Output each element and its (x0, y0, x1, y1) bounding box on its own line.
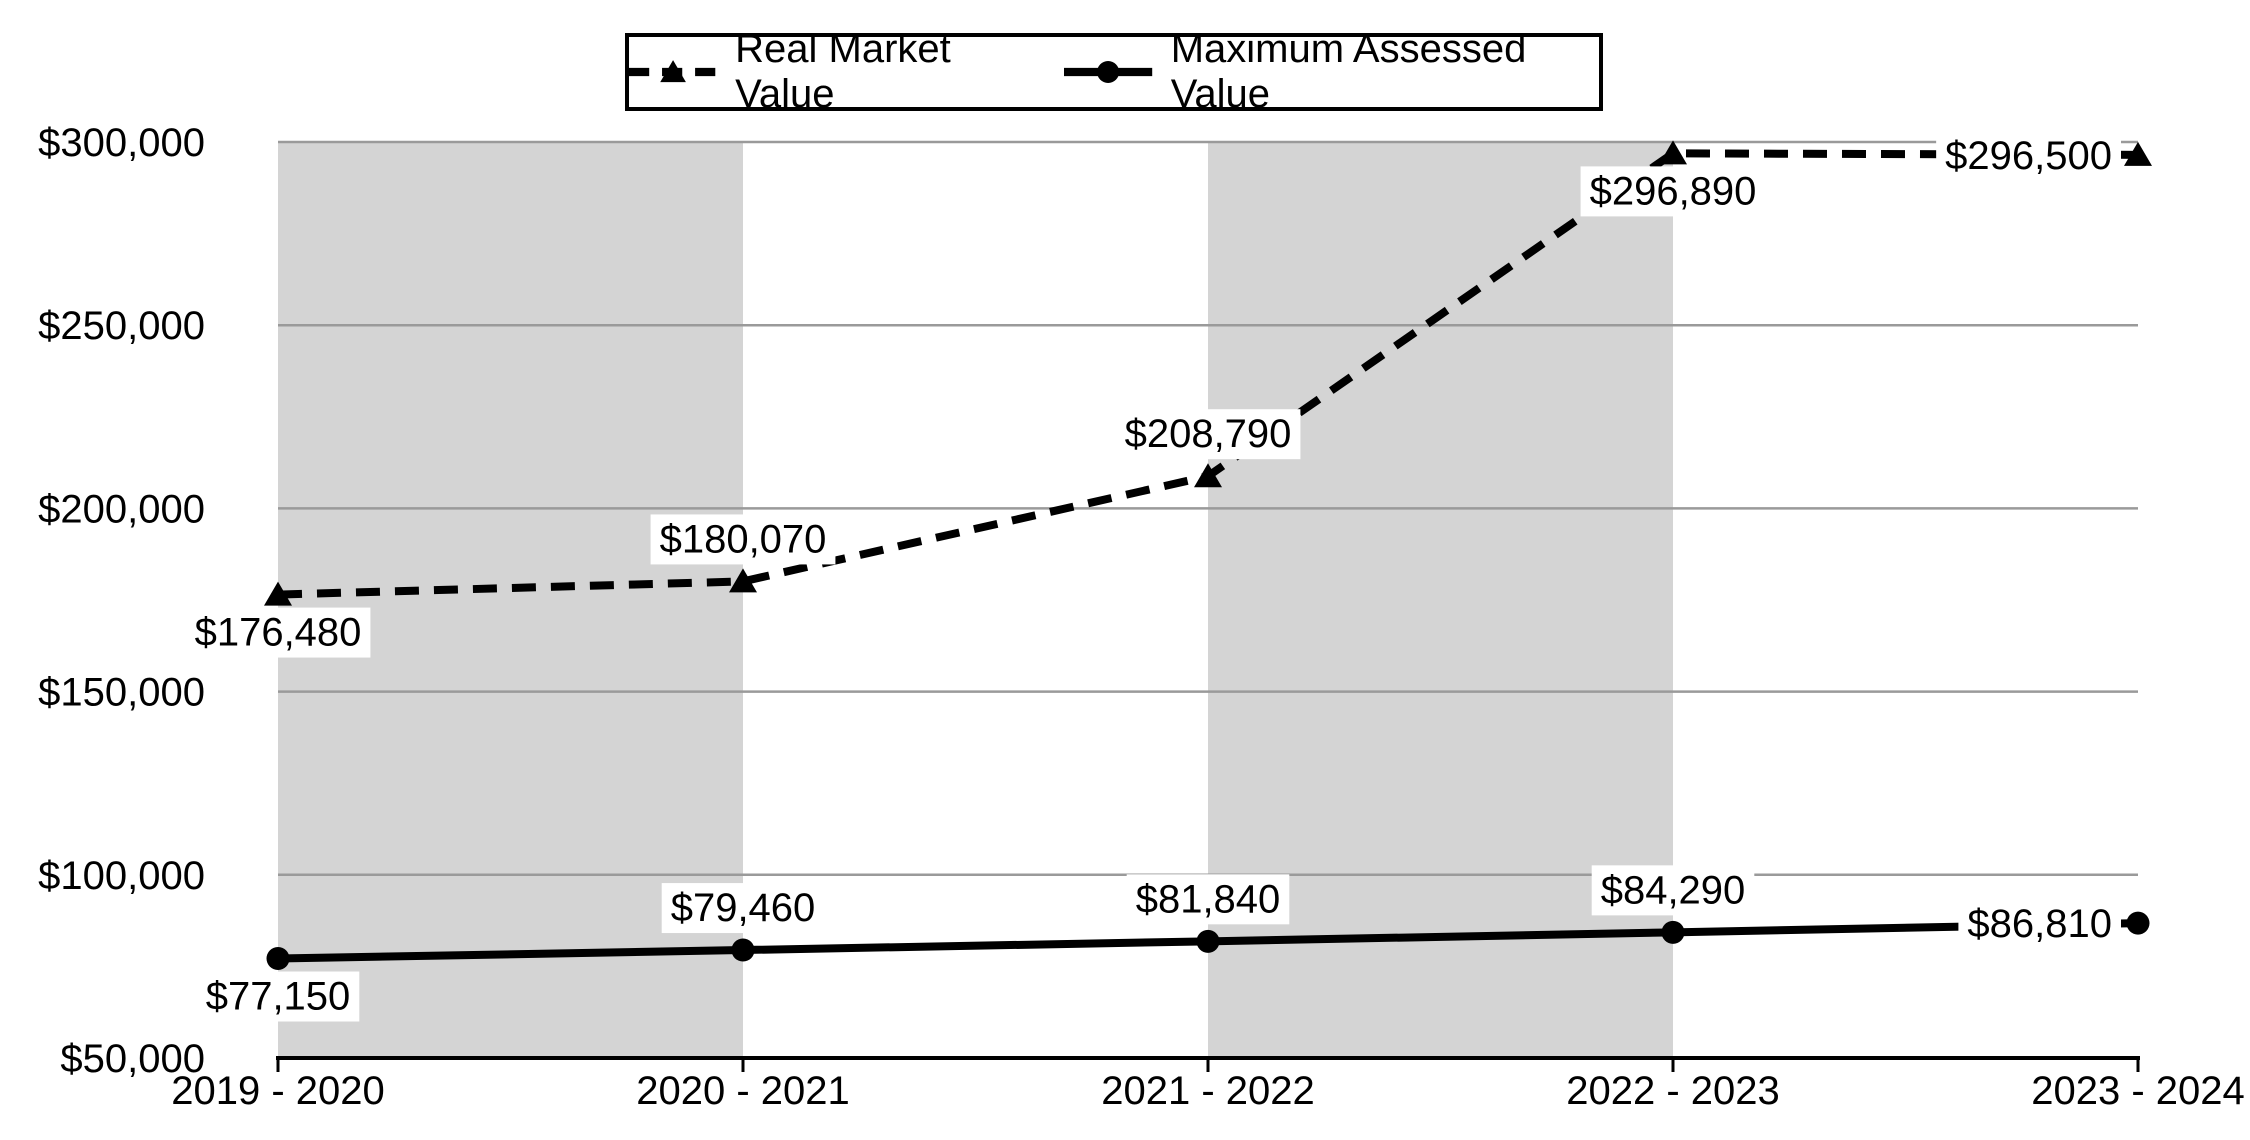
legend-label-real-market-value: Real Market Value (735, 27, 951, 116)
data-label-background (1936, 130, 2121, 181)
data-label: $176,480 (195, 611, 362, 655)
y-axis-label: $200,000 (38, 487, 205, 531)
data-label: $208,790 (1125, 412, 1292, 456)
data-label: $180,070 (660, 517, 827, 561)
circle-marker (1196, 929, 1220, 953)
x-axis-label: 2021 - 2022 (1101, 1069, 1315, 1113)
legend-item-maximum-assessed-value: Maximum Assessed Value (1064, 27, 1599, 117)
y-axis-label: $100,000 (38, 854, 205, 898)
y-axis-label: $300,000 (38, 121, 205, 165)
data-label-background (1126, 874, 1290, 925)
x-axis-label: 2023 - 2024 (2031, 1069, 2245, 1113)
data-labels: $176,480 $180,070 $208,790 $296,890 $296,500… (185, 130, 2121, 1022)
data-label-background (1580, 166, 1766, 217)
triangle-marker (729, 568, 757, 593)
y-axis-label: $150,000 (38, 671, 205, 715)
series-markers (264, 140, 2152, 971)
legend-item-real-market-value: Real Market Value (629, 27, 1034, 117)
x-axis-label: 2020 - 2021 (636, 1069, 850, 1113)
data-label-background (650, 514, 836, 565)
legend: Real Market Value Maximum Assessed Value (625, 27, 1603, 116)
data-label-background (1591, 865, 1755, 916)
data-label-background (185, 607, 371, 658)
data-label-background (196, 971, 360, 1022)
circle-marker (266, 947, 290, 971)
data-label: $86,810 (1967, 902, 2112, 946)
solid-circle-line-icon (1064, 60, 1153, 84)
data-label-background (1958, 899, 2121, 950)
data-label: $296,500 (1945, 134, 2112, 178)
triangle-marker (2124, 141, 2152, 166)
legend-label-maximum-assessed-value: Maximum Assessed Value (1170, 27, 1527, 116)
circle-marker (2126, 911, 2150, 935)
circle-marker (731, 938, 755, 962)
x-axis-label: 2019 - 2020 (171, 1069, 385, 1113)
data-label: $77,150 (206, 975, 351, 1019)
dashed-triangle-line-icon (629, 60, 718, 83)
data-label-background (661, 883, 825, 934)
x-axis-label: 2022 - 2023 (1566, 1069, 1780, 1113)
triangle-marker (1194, 463, 1222, 488)
y-axis-label: $250,000 (38, 304, 205, 348)
triangle-marker (1659, 140, 1687, 165)
triangle-marker (264, 581, 292, 606)
data-label: $79,460 (671, 886, 816, 930)
circle-marker (1661, 920, 1685, 944)
y-axis-label: $50,000 (60, 1037, 205, 1081)
data-label: $81,840 (1136, 877, 1281, 921)
data-label: $84,290 (1601, 868, 1746, 912)
data-label: $296,890 (1590, 169, 1757, 213)
data-label-background (1115, 409, 1301, 460)
